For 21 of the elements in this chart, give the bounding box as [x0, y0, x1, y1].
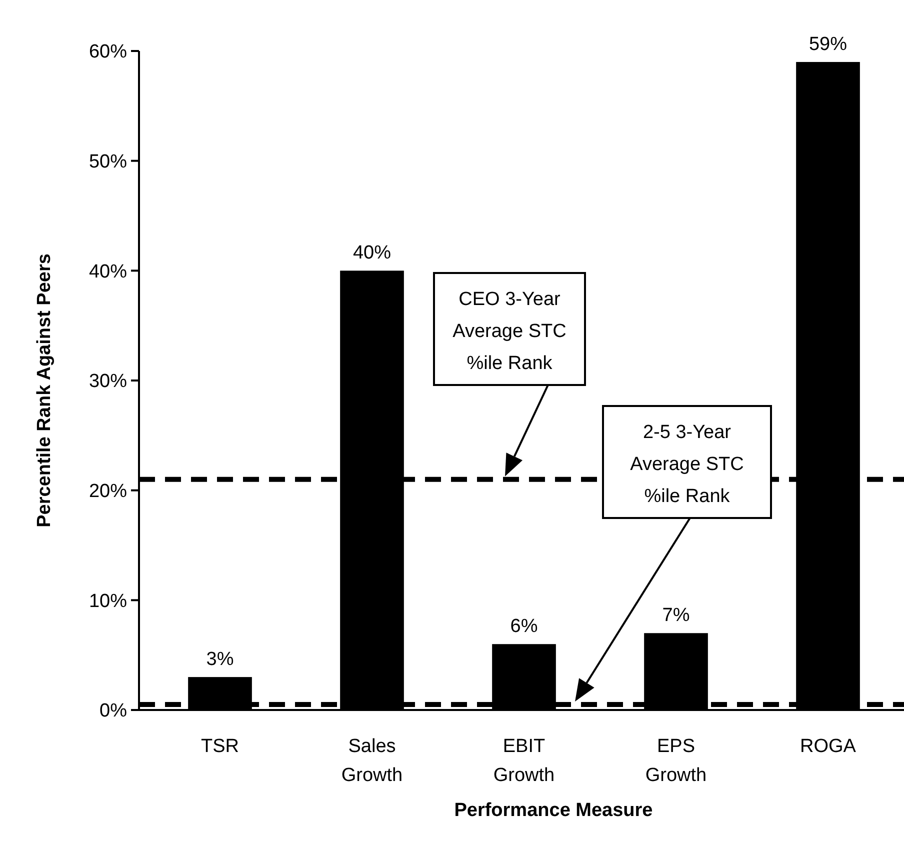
data-label: 40% [352, 242, 392, 264]
y-tick-label: 10% [88, 590, 128, 612]
x-tick-label: EPS Growth [645, 736, 707, 786]
data-label: 7% [662, 605, 690, 626]
y-tick-label: 40% [88, 261, 128, 282]
y-axis-title: Percentile Rank Against Peers [34, 254, 55, 528]
x-tick-label: TSR [201, 736, 239, 757]
y-tick-label: 20% [88, 480, 128, 502]
data-label: 59% [808, 34, 848, 55]
data-label: 6% [510, 616, 538, 638]
annotation: 2-5 3-Year Average STC %ile Rank [630, 422, 744, 507]
y-tick-label: 60% [88, 42, 128, 63]
x-tick-label: EBIT Growth [493, 736, 555, 786]
y-tick-label: 30% [88, 371, 128, 392]
x-tick-label: Sales Growth [341, 736, 403, 786]
x-tick-label: ROGA [800, 736, 856, 757]
y-tick-label: 0% [100, 700, 128, 722]
x-axis-title: Performance Measure [454, 800, 653, 821]
annotation: CEO 3-Year Average STC %ile Rank [452, 289, 566, 374]
data-label: 3% [206, 649, 234, 670]
y-tick-label: 50% [88, 151, 128, 172]
